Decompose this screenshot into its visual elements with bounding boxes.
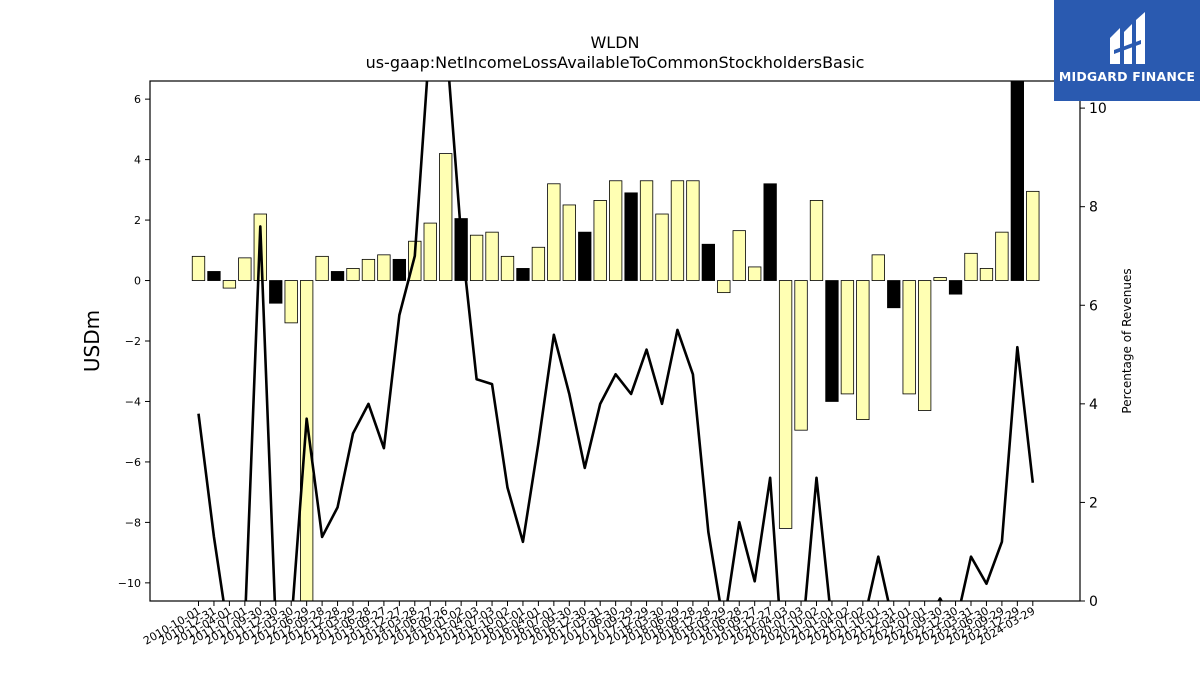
y2-axis-label: Percentage of Revenues — [1120, 268, 1134, 413]
plot-frame — [149, 80, 1081, 602]
bar — [701, 243, 715, 281]
y2-tick-label: 4 — [1089, 397, 1098, 413]
y2-tick-label: 0 — [1089, 594, 1098, 610]
bar — [902, 280, 916, 395]
bar — [485, 231, 499, 281]
bar — [887, 280, 901, 309]
y2-tick-label: 10 — [1089, 101, 1107, 117]
bar — [624, 192, 638, 281]
y-tick-label: −6 — [125, 456, 141, 469]
bar — [871, 254, 885, 281]
bar — [763, 183, 777, 281]
y-tick-label: 0 — [134, 275, 141, 288]
bar — [222, 280, 237, 289]
bar — [500, 255, 515, 281]
bar — [191, 255, 206, 281]
bar — [516, 268, 530, 281]
bar — [717, 280, 731, 294]
y-tick-label: −8 — [125, 516, 141, 529]
y2-tick-label: 6 — [1089, 298, 1098, 314]
bar — [547, 183, 561, 281]
bar — [856, 280, 870, 421]
bar — [361, 258, 376, 281]
bar — [1010, 81, 1024, 281]
bar — [377, 254, 391, 281]
chart-title: WLDN — [590, 33, 639, 52]
y-tick-label: −2 — [125, 335, 141, 348]
bar — [948, 280, 963, 295]
bar — [933, 277, 947, 281]
bar — [423, 222, 437, 281]
y-tick-label: 6 — [134, 93, 141, 106]
logo-mark-icon — [1110, 12, 1145, 64]
bar — [392, 258, 407, 281]
y-tick-label: 4 — [134, 154, 141, 167]
axes: −10−8−6−4−2024602468102010-10-012010-12-… — [118, 80, 1107, 648]
bar — [639, 180, 654, 281]
y2-tick-label: 2 — [1089, 495, 1098, 511]
bar — [670, 180, 685, 281]
y-tick-label: −4 — [125, 395, 141, 408]
y-axis-label: USDm — [80, 310, 104, 372]
logo-text: MIDGARD FINANCE — [1058, 69, 1196, 84]
bar — [469, 234, 484, 281]
bar — [655, 213, 669, 281]
bar — [269, 280, 283, 304]
chart-subtitle: us-gaap:NetIncomeLossAvailableToCommonSt… — [366, 53, 865, 72]
bar — [964, 252, 978, 281]
bar — [315, 255, 329, 281]
bar — [562, 204, 576, 281]
bar — [748, 266, 762, 281]
bar — [593, 200, 607, 281]
bar — [207, 271, 221, 281]
bar — [979, 268, 994, 281]
bar — [531, 246, 546, 281]
bar — [732, 230, 746, 281]
line-series — [197, 81, 1035, 601]
bar — [284, 280, 298, 324]
y-tick-label: 2 — [134, 214, 141, 227]
line-path — [197, 81, 1035, 601]
bar — [809, 200, 824, 281]
bar — [825, 280, 839, 402]
bar — [439, 153, 453, 281]
bar — [299, 280, 314, 601]
bar — [918, 280, 932, 411]
bar — [778, 280, 793, 529]
y2-tick-label: 8 — [1089, 200, 1098, 216]
bar — [238, 257, 252, 281]
bar — [995, 231, 1009, 281]
bar — [1026, 190, 1040, 281]
bar — [794, 280, 808, 431]
bar — [686, 180, 700, 281]
bar — [330, 271, 345, 281]
midgard-logo: MIDGARD FINANCE — [1054, 0, 1200, 101]
bar — [609, 180, 623, 281]
bar — [346, 268, 360, 281]
y-tick-label: −10 — [118, 577, 141, 590]
bar — [578, 231, 592, 281]
bar — [840, 280, 855, 395]
